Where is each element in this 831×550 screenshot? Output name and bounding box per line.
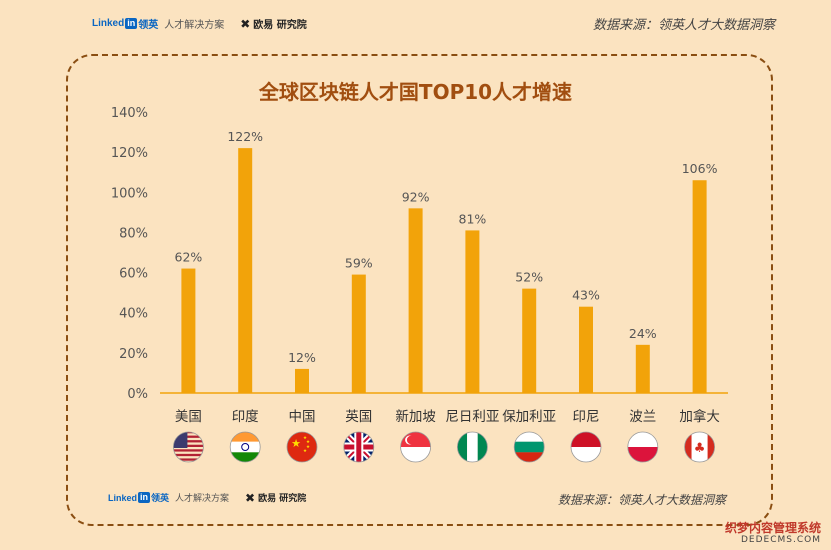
x-tick-label: 英国 <box>345 408 372 425</box>
bar <box>465 230 480 393</box>
data-label: 106% <box>682 161 718 176</box>
uk-flag-icon <box>343 432 374 462</box>
svg-text:♣: ♣ <box>694 441 706 456</box>
flag-outline <box>229 431 261 463</box>
y-tick-label: 120% <box>111 146 148 161</box>
data-source-bottom: 数据来源：领英人才大数据洞察 <box>558 493 727 507</box>
data-label: 59% <box>345 256 373 271</box>
india-flag-icon <box>230 432 261 462</box>
y-tick-label: 40% <box>119 307 148 322</box>
bar <box>522 288 537 393</box>
canada-flag-icon: ♣ <box>684 432 715 462</box>
nigeria-flag-icon <box>457 432 488 462</box>
svg-text:★: ★ <box>306 444 310 450</box>
x-tick-label: 印尼 <box>573 409 600 425</box>
svg-text:★: ★ <box>303 448 307 454</box>
x-tick-label: 美国 <box>175 409 202 425</box>
flag-outline <box>456 431 488 463</box>
x-tick-label: 印度 <box>232 409 259 425</box>
okx-research-logo: ✖ 欧易 研究院 <box>240 16 307 32</box>
x-tick-label: 中国 <box>289 409 316 425</box>
flag-outline <box>172 431 204 463</box>
data-label: 52% <box>515 270 543 285</box>
x-tick-label: 尼日利亚 <box>445 409 499 425</box>
data-label: 62% <box>175 250 203 265</box>
x-tick-label: 波兰 <box>629 409 656 425</box>
bar <box>295 368 309 393</box>
flag-outline <box>286 431 318 463</box>
data-label: 92% <box>402 189 430 204</box>
chart-title: 全球区块链人才国TOP10人才增速 <box>258 80 573 104</box>
header-branding: Linked in 领英 人才解决方案 ✖ 欧易 研究院 <box>92 16 307 32</box>
linkedin-logo: Linked in 领英 <box>108 492 170 503</box>
y-tick-label: 0% <box>127 387 148 402</box>
flag-outline <box>570 431 602 463</box>
data-label: 12% <box>288 350 316 365</box>
data-label: 122% <box>227 129 263 144</box>
data-label: 81% <box>459 211 487 226</box>
bar <box>579 306 593 393</box>
bar <box>692 180 707 393</box>
x-tick-label: 加拿大 <box>679 408 720 425</box>
linkedin-logo: Linked in 领英 <box>92 18 159 31</box>
bar <box>635 344 650 393</box>
y-tick-label: 60% <box>119 267 148 282</box>
data-label: 24% <box>629 326 657 341</box>
y-tick-label: 140% <box>111 106 148 121</box>
bar <box>408 208 423 393</box>
svg-text:★: ★ <box>306 439 310 445</box>
watermark: 织梦内容管理系统 DEDECMS.COM <box>724 521 821 545</box>
linkedin-tagline: 人才解决方案 <box>175 494 230 504</box>
bar <box>351 274 366 393</box>
us-flag-icon <box>173 432 204 461</box>
chart-frame <box>66 54 773 526</box>
y-tick-label: 80% <box>119 226 148 241</box>
flag-outline <box>627 431 659 463</box>
okx-research-logo: ✖ 欧易 研究院 <box>245 490 307 505</box>
okx-mark-icon: ✖ <box>240 16 251 31</box>
flag-outline <box>400 431 432 463</box>
linkedin-tagline: 人才解决方案 <box>164 20 225 31</box>
singapore-flag-icon <box>400 432 431 462</box>
x-tick-label: 保加利亚 <box>502 409 556 425</box>
bar <box>238 148 253 393</box>
x-tick-label: 新加坡 <box>395 409 436 425</box>
okx-mark-icon: ✖ <box>245 490 256 505</box>
data-label: 43% <box>572 288 600 303</box>
data-source-top: 数据来源：领英人才大数据洞察 <box>592 18 775 33</box>
y-tick-label: 20% <box>119 347 148 362</box>
flag-outline <box>343 431 375 463</box>
china-flag-icon: ★ ★★★★ <box>287 432 317 462</box>
indonesia-flag-icon <box>571 432 601 462</box>
footer-branding: Linked in 领英 人才解决方案 ✖ 欧易 研究院 <box>108 490 307 505</box>
bar <box>181 268 196 393</box>
y-tick-label: 100% <box>111 186 148 201</box>
bulgaria-flag-icon <box>514 432 545 462</box>
svg-text:★: ★ <box>303 435 307 441</box>
flag-outline <box>513 431 545 463</box>
poland-flag-icon <box>627 432 658 462</box>
flag-outline <box>684 431 715 463</box>
svg-text:★: ★ <box>291 437 301 450</box>
